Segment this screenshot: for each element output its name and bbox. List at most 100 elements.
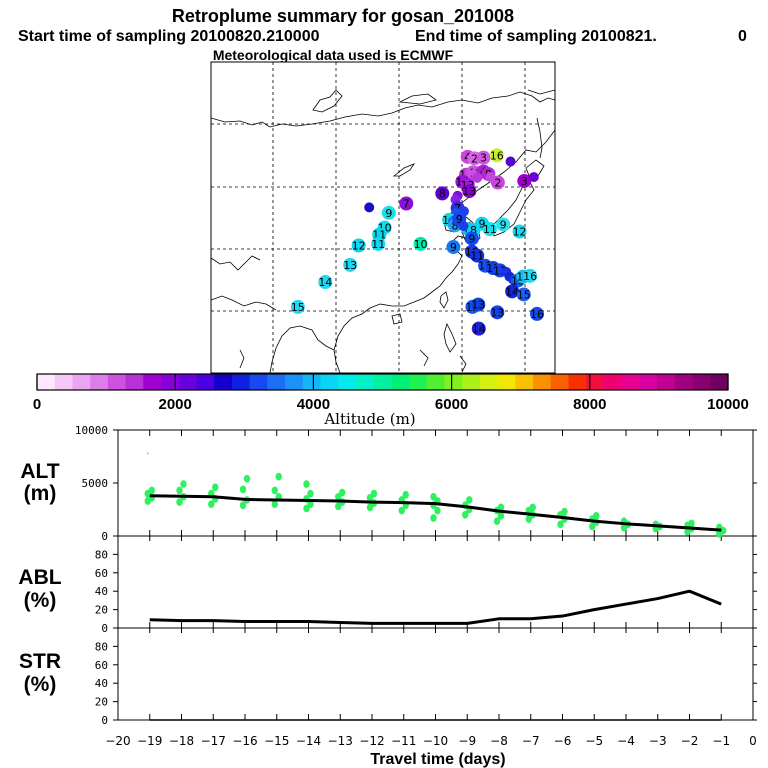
- plume-point: [381, 205, 396, 220]
- plume-point: [496, 217, 511, 232]
- map-panel: 4231615114821413313877916888911912910111…: [210, 61, 556, 374]
- plume-point: [290, 299, 305, 314]
- abl-label-line2: (%): [24, 589, 57, 612]
- plume-point-label: 11: [371, 238, 385, 251]
- x-tick-label: −9: [458, 734, 476, 748]
- colorbar-cell: [72, 374, 91, 390]
- alt-scatter-point: [339, 488, 346, 497]
- alt-scatter-point: [212, 483, 219, 492]
- x-tick-label: −15: [264, 734, 289, 748]
- alt-scatter-point: [370, 489, 378, 498]
- colorbar-cell: [37, 374, 56, 390]
- alt-scatter-point: [303, 480, 310, 488]
- alt-scatter-point: [176, 486, 183, 495]
- colorbar-cell: [355, 374, 375, 390]
- alt-scatter-point: [557, 520, 564, 529]
- plume-point: [435, 186, 450, 201]
- alt-scatter-point: [239, 485, 247, 494]
- x-tick-label: −5: [585, 734, 603, 748]
- plume-point-label: 7: [403, 198, 410, 211]
- plume-point-label: 12: [513, 225, 527, 238]
- alt-scatter-point: [307, 500, 314, 509]
- colorbar-cell: [515, 374, 534, 390]
- x-tick-label: −13: [328, 734, 353, 748]
- plume-point-label: 13: [471, 299, 485, 312]
- plume-point-label: 11: [483, 223, 497, 236]
- plume-point: [471, 321, 486, 336]
- plume-point: [399, 196, 414, 211]
- colorbar-cell: [320, 374, 339, 390]
- alt-label-line2: (m): [24, 482, 57, 505]
- y-tick-label: 0: [101, 714, 108, 727]
- colorbar-cell: [603, 374, 623, 390]
- alt-scatter-point: [146, 452, 149, 455]
- colorbar-cell: [479, 374, 499, 390]
- plume-point-label: 10: [414, 238, 428, 251]
- plume-point: [489, 148, 504, 163]
- colorbar-cell: [338, 374, 357, 390]
- plume-point-label: 9: [468, 232, 475, 245]
- colorbar-cell: [285, 374, 304, 390]
- plume-point: [530, 306, 545, 321]
- colorbar-cells: [37, 374, 729, 390]
- alt-scatter-point: [180, 480, 187, 488]
- plume-point-label: 15: [291, 301, 305, 314]
- plume-point-label: 9: [385, 207, 392, 220]
- plume-point-label: 15: [517, 288, 531, 301]
- colorbar-cell: [302, 374, 321, 390]
- alt-scatter-point: [688, 519, 695, 528]
- plume-point: [528, 172, 539, 183]
- plume-point: [472, 172, 483, 183]
- end-time-label: End time of sampling 20100821.: [415, 28, 657, 45]
- colorbar-cell: [444, 374, 463, 390]
- plume-points: 4231615114821413313877916888911912910111…: [290, 148, 545, 336]
- plume-point-label: 14: [505, 285, 519, 298]
- met-data-label: Meteorological data used is ECMWF: [213, 47, 454, 63]
- end-time-suffix: 0: [738, 28, 747, 45]
- map-gridlines: [211, 62, 555, 373]
- colorbar-cell: [107, 374, 127, 390]
- alt-scatter-point: [239, 501, 247, 510]
- plume-point-label: 13: [462, 185, 476, 198]
- plume-point: [462, 184, 477, 199]
- colorbar-cell: [568, 374, 587, 390]
- x-tick-label: −16: [232, 734, 257, 748]
- alt-scatter-point: [462, 510, 469, 519]
- x-tick-label: −11: [391, 734, 416, 748]
- colorbar-cell: [143, 374, 162, 390]
- colorbar-tick-label: 8000: [573, 396, 606, 413]
- plume-point-label: 8: [451, 219, 458, 232]
- plume-point: [512, 224, 527, 239]
- alt-scatter-point: [529, 503, 536, 512]
- plume-point-label: 3: [521, 175, 528, 188]
- colorbar-tick-label: 4000: [297, 396, 330, 413]
- colorbar-tick-label: 10000: [707, 396, 749, 413]
- alt-scatter-point: [243, 474, 251, 483]
- colorbar-tick-label: 2000: [159, 396, 192, 413]
- plume-point-label: 8: [439, 187, 446, 200]
- colorbar-cell: [249, 374, 268, 390]
- colorbar-cell: [267, 374, 286, 390]
- colorbar-ticks: 0 2000 4000 6000 8000 10000: [33, 374, 749, 413]
- alt-scatter-point: [271, 500, 278, 509]
- colorbar-title: Altitude (m): [323, 410, 415, 428]
- y-tick-label: 40: [95, 585, 108, 598]
- plume-point-label: 13: [343, 259, 357, 272]
- y-tick-label: 40: [95, 677, 108, 690]
- plume-point: [343, 257, 358, 272]
- plume-point-label: 9: [478, 218, 485, 231]
- plume-point: [476, 150, 491, 165]
- plume-point: [464, 231, 479, 246]
- alt-scatter-point: [275, 472, 282, 481]
- colorbar-cell: [214, 374, 233, 390]
- plume-point-label: 9: [456, 213, 463, 226]
- plume-point: [371, 236, 386, 251]
- colorbar-cell: [497, 374, 516, 390]
- abl-label-line1: ABL: [18, 566, 61, 589]
- plume-point: [490, 175, 505, 190]
- x-tick-label: −6: [554, 734, 572, 748]
- plume-point: [517, 173, 532, 188]
- x-tick-label: −2: [681, 734, 699, 748]
- x-tick-label: −17: [201, 734, 226, 748]
